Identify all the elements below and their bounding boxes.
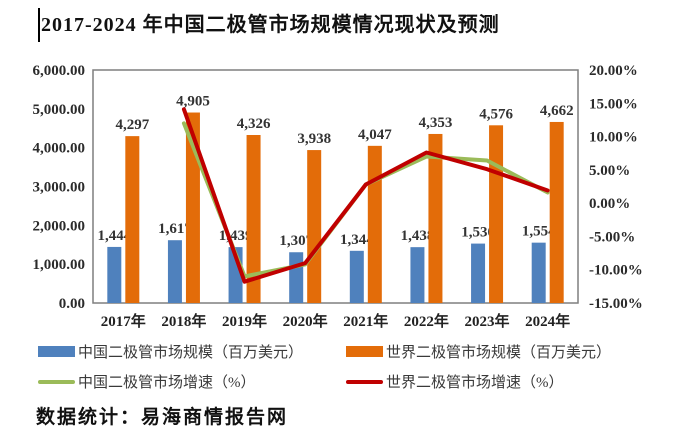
bar-data-label: 1,307 <box>279 233 313 249</box>
bar-data-label: 4,326 <box>237 116 271 132</box>
left-axis-tick: 5,000.00 <box>33 102 86 118</box>
bar-china <box>410 247 425 303</box>
x-axis-label: 2021年 <box>343 312 388 330</box>
bar-data-label: 4,576 <box>479 106 513 122</box>
chart-legend: 中国二极管市场规模（百万美元） 世界二极管市场规模（百万美元） 中国二极管市场增… <box>38 341 668 392</box>
bar-data-label: 1,438 <box>401 228 435 244</box>
right-axis-tick: -5.00% <box>589 229 635 245</box>
x-axis-label: 2023年 <box>465 312 510 330</box>
x-axis-label: 2019年 <box>222 312 267 330</box>
right-axis-tick: -10.00% <box>589 263 643 279</box>
bar-data-label: 4,662 <box>540 103 574 119</box>
right-axis-tick: 20.00% <box>589 63 638 79</box>
legend-label-world-bar: 世界二极管市场规模（百万美元） <box>386 345 612 361</box>
x-axis-label: 2022年 <box>404 312 449 330</box>
bar-data-label: 4,353 <box>419 115 453 131</box>
left-axis-tick: 4,000.00 <box>33 141 86 157</box>
bar-world <box>246 135 261 303</box>
right-axis-tick: 5.00% <box>589 163 630 179</box>
right-axis-tick: 15.00% <box>589 96 638 112</box>
left-axis-tick: 1,000.00 <box>33 257 86 273</box>
left-axis-tick: 2,000.00 <box>33 218 86 234</box>
bar-data-label: 1,444 <box>97 228 131 244</box>
legend-swatch-world-bar <box>346 346 383 357</box>
legend-swatch-china-line <box>38 379 75 384</box>
legend-label-china-bar: 中国二极管市场规模（百万美元） <box>78 345 304 361</box>
right-axis-tick: 10.00% <box>589 130 638 146</box>
bar-world <box>307 150 322 303</box>
bar-china <box>531 242 546 303</box>
bar-data-label: 3,938 <box>297 131 331 147</box>
bar-china <box>471 243 486 303</box>
right-axis-tick: -15.00% <box>589 296 643 312</box>
bar-china <box>289 252 304 303</box>
left-axis-tick: 3,000.00 <box>33 180 86 196</box>
title-row: 2017-2024 年中国二极管市场规模情况现状及预测 <box>38 8 500 42</box>
x-axis-label: 2018年 <box>161 312 206 330</box>
bar-data-label: 1,554 <box>522 224 556 240</box>
bar-data-label: 1,344 <box>340 232 374 248</box>
line-world-growth <box>181 107 550 284</box>
bar-china <box>167 240 182 303</box>
plot-border <box>92 69 579 304</box>
bar-data-label: 4,297 <box>115 117 149 133</box>
bar-world <box>489 125 504 303</box>
bar-china <box>349 250 364 303</box>
bar-world <box>549 121 564 303</box>
legend-item-world-line: 世界二极管市场增速（%） <box>346 371 668 392</box>
legend-swatch-china-bar <box>38 346 75 357</box>
bar-world <box>367 145 382 303</box>
text-cursor <box>38 8 40 42</box>
right-axis-tick: 0.00% <box>589 196 630 212</box>
legend-label-world-line: 世界二极管市场增速（%） <box>386 375 564 391</box>
bar-world <box>125 136 140 303</box>
x-axis-label: 2017年 <box>101 312 146 330</box>
bar-data-label: 4,047 <box>358 127 392 143</box>
source-attribution: 数据统计：易海商情报告网 <box>36 407 289 428</box>
left-axis-tick: 6,000.00 <box>33 63 86 79</box>
legend-item-china-bar: 中国二极管市场规模（百万美元） <box>38 341 346 362</box>
legend-label-china-line: 中国二极管市场增速（%） <box>78 375 256 391</box>
legend-item-china-line: 中国二极管市场增速（%） <box>38 371 346 392</box>
legend-swatch-world-line <box>346 379 383 384</box>
bar-data-label: 4,905 <box>176 94 210 110</box>
bar-world <box>428 133 443 303</box>
bar-china <box>107 246 122 303</box>
chart-title[interactable]: 2017-2024 年中国二极管市场规模情况现状及预测 <box>41 14 500 36</box>
x-axis-label: 2020年 <box>283 312 328 330</box>
bar-data-label: 1,617 <box>158 221 192 237</box>
bar-data-label: 1,530 <box>461 225 495 241</box>
left-axis-tick: 0.00 <box>59 296 85 312</box>
x-axis-label: 2024年 <box>525 312 570 330</box>
legend-item-world-bar: 世界二极管市场规模（百万美元） <box>346 341 668 362</box>
